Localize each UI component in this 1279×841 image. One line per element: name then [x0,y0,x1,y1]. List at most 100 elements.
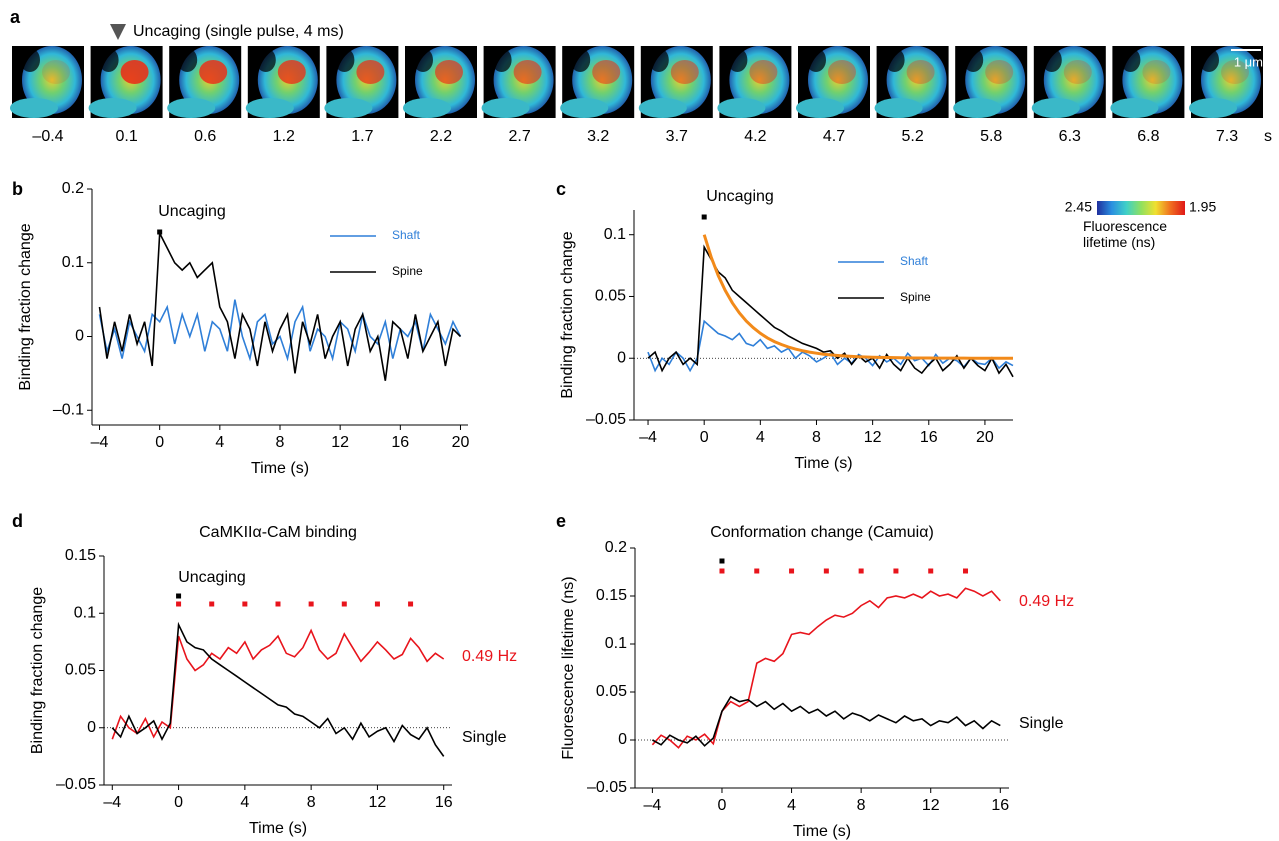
legend-label: Spine [900,290,931,304]
colorbar-high: 1.95 [1189,199,1216,215]
image-shadow [1120,48,1141,72]
x-tick-label: –4 [91,434,109,451]
time-label: 2.2 [430,128,452,145]
y-tick-label: 0.1 [74,604,96,621]
panel-label: d [12,511,23,531]
series-end-label: 0.49 Hz [462,648,517,665]
uncaging-arrow [110,24,126,40]
series-line [111,621,445,757]
stim-marker [341,601,347,607]
series-line [651,587,1001,749]
image-hotspot [120,60,149,84]
image-shadow [334,48,355,72]
stim-marker [176,593,182,599]
image-shadow [413,48,433,72]
time-unit: s [1264,128,1272,145]
series-line [98,230,462,381]
image-neck [324,98,373,118]
time-label: 5.2 [901,128,923,145]
image-shadow [1041,48,1062,72]
image-shadow [20,48,40,72]
stim-marker [893,568,899,574]
x-tick-label: 8 [307,794,316,811]
time-label: 3.7 [666,128,688,145]
x-tick-label: 0 [718,797,727,814]
image-hotspot [356,60,385,84]
x-tick-label: 12 [922,797,940,814]
stim-marker [242,601,248,607]
image-neck [167,98,216,118]
time-label: 1.2 [273,128,295,145]
image-shadow [255,48,276,72]
fit-line [702,234,1013,360]
stim-marker [157,229,163,235]
image-hotspot [906,60,935,84]
time-label: 4.7 [823,128,845,145]
x-tick-label: –4 [639,429,657,446]
x-tick-label: 4 [756,429,765,446]
image-neck [1031,98,1080,118]
y-tick-label: 0.2 [62,180,84,197]
y-tick-label: 0.1 [605,635,627,652]
x-tick-label: 12 [331,434,349,451]
time-label: 5.8 [980,128,1002,145]
x-axis-label: Time (s) [249,820,307,837]
y-tick-label: 0.05 [596,683,627,700]
y-axis-label: Binding fraction change [17,223,34,390]
image-hotspot [749,60,778,84]
image-hotspot [1063,60,1092,84]
panel-label: e [556,511,566,531]
image-hotspot [277,60,306,84]
image-neck [717,98,766,118]
stim-marker [719,568,725,574]
series-end-label: Single [462,729,507,746]
y-tick-label: –0.05 [586,411,626,428]
x-tick-label: 20 [452,434,470,451]
stim-marker [858,568,864,574]
x-tick-label: 0 [155,434,164,451]
stim-marker [209,601,215,607]
panel-label: a [10,7,21,27]
colorbar-low: 2.45 [1065,199,1092,215]
image-neck [245,98,294,118]
image-hotspot [513,60,542,84]
image-hotspot [985,60,1014,84]
panel-label: c [556,179,566,199]
stim-marker [308,601,314,607]
y-tick-label: 0.1 [604,226,626,243]
image-neck [403,98,451,118]
x-tick-label: 20 [976,429,994,446]
time-label: 6.3 [1059,128,1081,145]
y-tick-label: 0 [618,731,627,748]
y-tick-label: 0.15 [596,587,627,604]
y-tick-label: 0 [87,719,96,736]
y-tick-label: –0.05 [587,779,627,796]
x-tick-label: 4 [240,794,249,811]
x-tick-label: 16 [920,429,938,446]
y-axis-label: Binding fraction change [29,587,46,754]
stim-marker [963,568,969,574]
y-tick-label: 0 [617,349,626,366]
y-tick-label: 0.05 [595,288,626,305]
stim-marker [719,558,725,564]
x-tick-label: 12 [864,429,882,446]
panel-label: b [12,179,23,199]
time-label: 2.7 [508,128,530,145]
stim-marker [176,601,182,607]
image-neck [481,98,530,118]
time-label: 1.7 [351,128,373,145]
x-tick-label: –4 [643,797,661,814]
image-hotspot [435,60,463,84]
x-tick-label: 4 [787,797,796,814]
stim-marker [823,568,829,574]
time-label: –0.4 [32,128,63,145]
legend-label: Spine [392,264,423,278]
y-tick-label: 0.2 [605,539,627,556]
x-tick-label: –4 [103,794,121,811]
image-neck [10,98,58,118]
stim-marker [789,568,795,574]
legend-label: Shaft [900,254,929,268]
y-tick-label: –0.05 [56,776,96,793]
image-neck [638,98,687,118]
